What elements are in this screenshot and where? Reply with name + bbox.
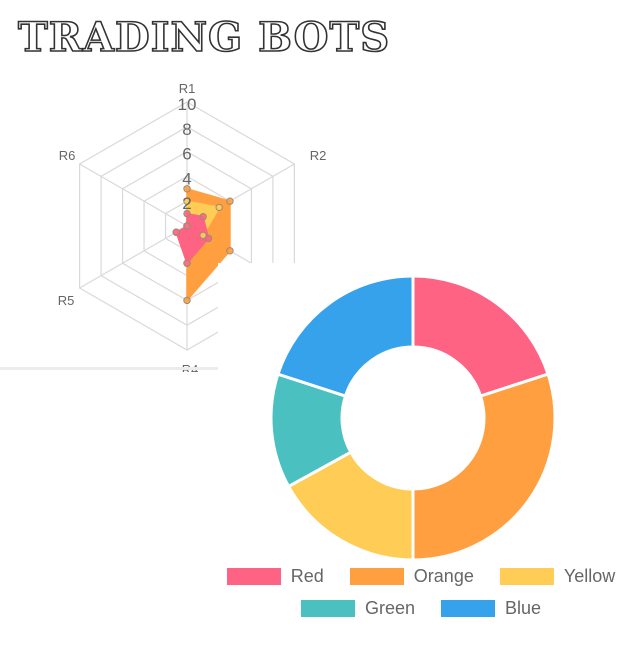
radar-data-point <box>183 197 191 205</box>
radar-data-point <box>183 222 191 230</box>
radar-data-point <box>199 213 207 221</box>
radar-tick-label: 6 <box>182 145 191 164</box>
legend-swatch-green <box>300 600 355 617</box>
radar-data-point <box>183 209 191 218</box>
radar-data-point <box>204 234 213 243</box>
radar-category-label: R1 <box>179 81 196 96</box>
legend-row-2: Green Blue <box>218 598 624 619</box>
legend-item-yellow[interactable]: Yellow <box>499 566 616 587</box>
legend-label-yellow: Yellow <box>563 566 616 586</box>
doughnut-slices <box>269 274 557 562</box>
radar-data-point <box>183 296 191 305</box>
radar-data-point <box>199 231 207 240</box>
legend-item-green[interactable]: Green <box>300 598 415 619</box>
doughnut-slice-yellow <box>286 450 415 562</box>
doughnut-slice-orange <box>411 372 557 562</box>
doughnut-slice-blue <box>276 274 415 398</box>
radar-spoke <box>79 225 188 289</box>
radar-data-point <box>183 185 191 193</box>
radar-points-group <box>172 185 234 305</box>
legend-label-blue: Blue <box>505 598 542 618</box>
legend-swatch-yellow <box>499 568 554 585</box>
radar-tick-label: 10 <box>178 95 197 114</box>
doughnut-chart <box>218 263 624 658</box>
legend-swatch-red <box>226 568 281 585</box>
legend-swatch-orange <box>349 568 404 585</box>
radar-category-label: R6 <box>59 148 76 163</box>
radar-data-point <box>215 203 223 212</box>
radar-tick-label: 2 <box>182 194 191 213</box>
legend-label-red: Red <box>290 566 324 586</box>
radar-spoke <box>79 163 188 227</box>
chart-legend: Red Orange Yellow Green Blue <box>218 566 624 646</box>
legend-row-1: Red Orange Yellow <box>218 566 624 587</box>
legend-swatch-blue <box>441 600 495 617</box>
radar-tick-label: 4 <box>182 169 191 188</box>
radar-data-point <box>226 247 234 255</box>
radar-category-label: R2 <box>310 148 327 163</box>
legend-item-orange[interactable]: Orange <box>349 566 474 587</box>
radar-data-point <box>172 228 180 236</box>
radar-category-label: R5 <box>58 293 75 308</box>
radar-data-point <box>183 259 191 267</box>
radar-chart: 246810R1R2R3R4R5R6 <box>58 81 327 372</box>
radar-tick-label: 8 <box>182 120 191 139</box>
radar-baseline <box>0 367 232 370</box>
legend-item-red[interactable]: Red <box>226 566 324 587</box>
doughnut-slice-red <box>411 274 550 398</box>
legend-item-blue[interactable]: Blue <box>441 598 541 619</box>
page-title: TRADING BOTS <box>17 13 391 62</box>
legend-label-green: Green <box>364 598 415 618</box>
radar-data-point <box>226 197 234 205</box>
legend-label-orange: Orange <box>413 566 474 586</box>
